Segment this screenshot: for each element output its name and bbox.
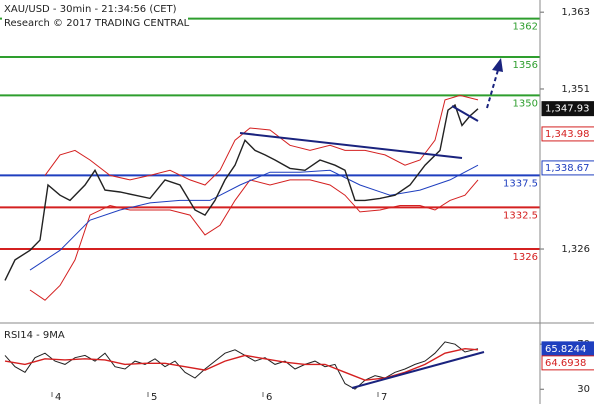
level-label: 1356 — [513, 60, 538, 71]
y-tick-label: 1,351 — [561, 84, 590, 95]
y-tick-label: 30 — [577, 384, 590, 395]
rsi-trend-line — [351, 351, 485, 389]
series-line — [4, 103, 479, 281]
series-line — [4, 347, 479, 381]
y-tick-label: 1,326 — [561, 244, 590, 255]
x-tick-label: 6 — [266, 392, 272, 403]
price-box — [541, 101, 594, 117]
x-tick-label: 4 — [55, 392, 61, 403]
price-box — [541, 126, 594, 142]
price-label: 1,343.98 — [545, 129, 590, 140]
price-label: 1,338.67 — [545, 163, 590, 174]
price-label: 1,347.93 — [545, 104, 590, 115]
level-label: 1332.5 — [503, 210, 538, 221]
price-panel: 1,363 1,351 1,326 4 5 6 7 1362 1356 1350 1337.5 133… — [0, 7, 594, 403]
trend-line — [239, 132, 463, 159]
price-label: 65.8244 — [545, 344, 586, 355]
price-box — [541, 355, 594, 371]
price-box — [541, 160, 594, 176]
chart-subtitle: Research © 2017 TRADING CENTRAL — [4, 18, 190, 29]
series-line — [29, 179, 479, 301]
price-label: 64.6938 — [545, 358, 586, 369]
level-label: 1362 — [513, 22, 538, 33]
x-tick-label: 5 — [151, 392, 157, 403]
series-line — [4, 341, 479, 390]
y-tick-label: 1,363 — [561, 7, 590, 18]
chart-title: XAU/USD - 30min - 21:34:56 (CET) — [4, 4, 177, 15]
rsi-title: RSI14 - 9MA — [4, 330, 65, 341]
level-label: 1337.5 — [503, 178, 538, 189]
level-label: 1326 — [513, 252, 538, 263]
arrow-head — [492, 58, 503, 72]
series-line — [29, 164, 479, 271]
series-line — [44, 94, 479, 186]
header-bg — [2, 2, 188, 32]
trend-line — [451, 105, 479, 122]
level-label: 1350 — [513, 98, 538, 109]
x-tick-label: 7 — [381, 392, 387, 403]
